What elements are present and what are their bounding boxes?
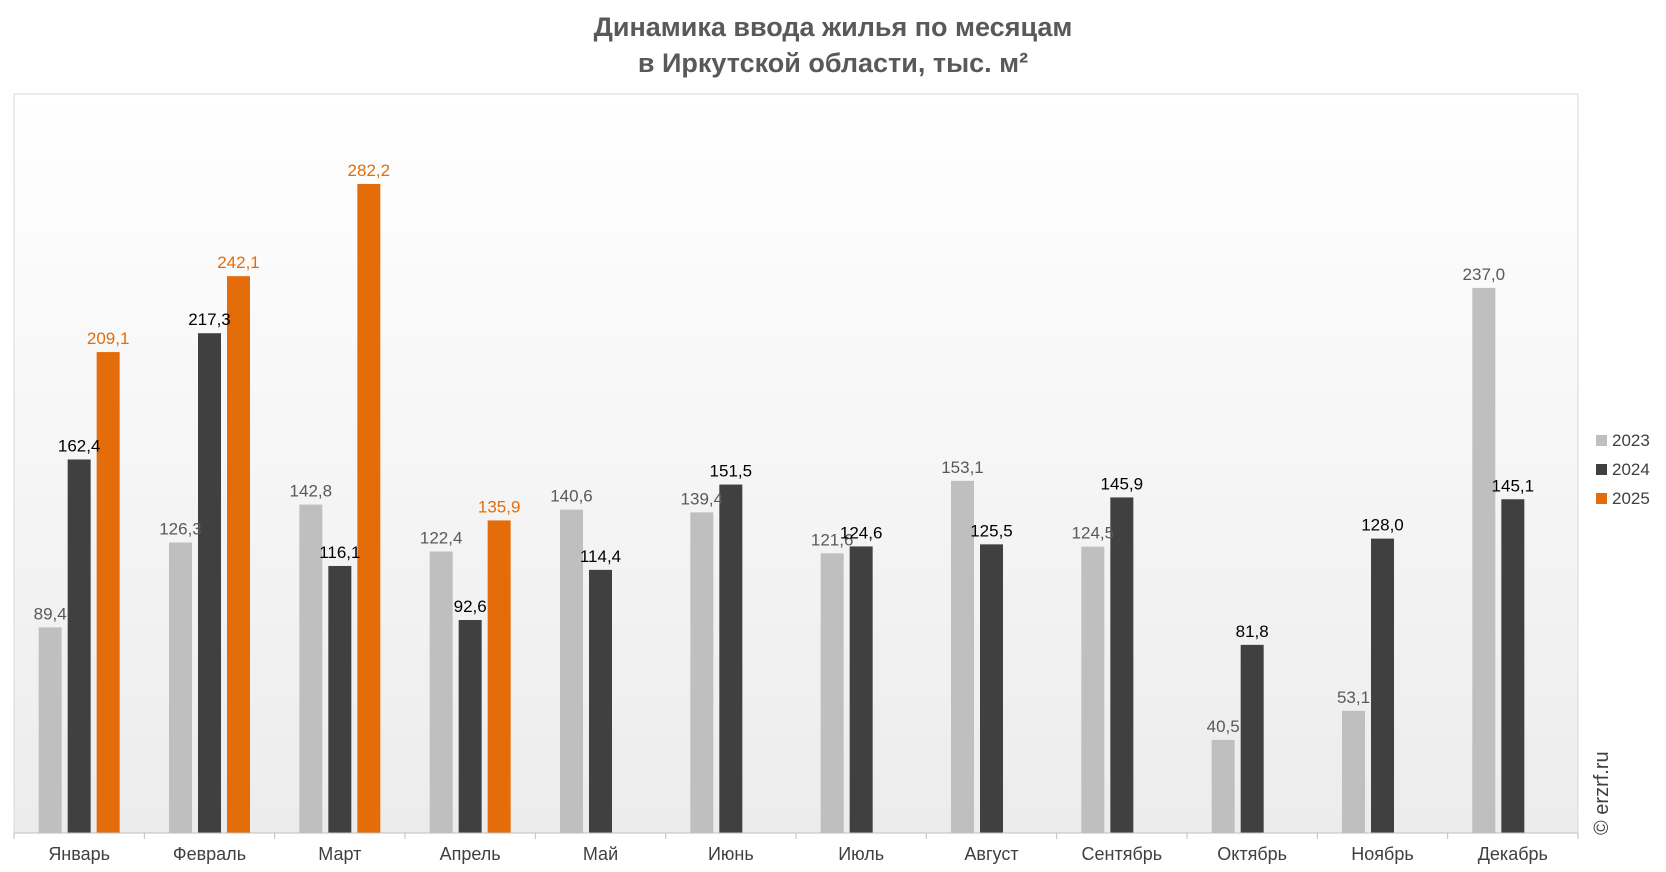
- data-label-2023: 139,4: [681, 489, 724, 508]
- x-tick-label: Август: [964, 844, 1018, 864]
- data-label-2024: 92,6: [454, 597, 487, 616]
- bar-2023: [169, 542, 192, 833]
- bar-2024: [198, 333, 221, 833]
- chart-title-line-1: Динамика ввода жилья по месяцам: [594, 12, 1073, 42]
- watermark: © erzrf.ru: [1591, 751, 1613, 835]
- bar-2024: [67, 459, 91, 833]
- x-tick-label: Октябрь: [1217, 844, 1287, 864]
- bar-2025: [487, 520, 511, 833]
- data-label-2024: 145,9: [1101, 474, 1144, 493]
- bar-2024: [589, 569, 612, 833]
- data-label-2025: 209,1: [87, 329, 130, 348]
- bars-group: [38, 183, 1525, 833]
- bar-2023: [299, 504, 323, 833]
- data-label-2023: 124,5: [1072, 524, 1115, 543]
- data-label-2024: 81,8: [1236, 622, 1269, 641]
- bar-2023: [951, 480, 974, 833]
- data-label-2024: 128,0: [1361, 516, 1404, 535]
- bar-2023: [1472, 287, 1496, 833]
- data-label-2025: 282,2: [348, 161, 391, 180]
- bar-2023: [429, 551, 453, 833]
- bar-2024: [1240, 644, 1264, 833]
- data-label-2023: 140,6: [550, 487, 593, 506]
- x-tick-label: Декабрь: [1478, 844, 1548, 864]
- data-label-2025: 242,1: [217, 253, 260, 272]
- x-tick-label: Май: [583, 844, 618, 864]
- data-label-2023: 40,5: [1207, 717, 1240, 736]
- data-label-2023: 121,6: [811, 530, 854, 549]
- bar-2024: [328, 565, 352, 833]
- x-tick-label: Июнь: [708, 844, 754, 864]
- legend-label-2024: 2024: [1612, 460, 1650, 479]
- x-tick-label: Январь: [48, 844, 110, 864]
- bar-2024: [458, 620, 482, 833]
- x-axis: Январь Февраль Март Апрель Май Июнь Июль Август…: [13, 832, 1579, 864]
- bar-2024: [980, 544, 1003, 833]
- legend-label-2023: 2023: [1612, 431, 1650, 450]
- legend: 2023 2024 2025: [1596, 431, 1650, 508]
- bar-2024: [1371, 538, 1394, 833]
- bar-2023: [690, 512, 714, 833]
- x-tick-label: Апрель: [440, 844, 501, 864]
- data-label-2023: 142,8: [290, 482, 333, 501]
- legend-swatch-2023: [1596, 435, 1607, 446]
- data-label-2023: 53,1: [1337, 688, 1370, 707]
- bar-2024: [1501, 499, 1525, 833]
- bar-2025: [357, 183, 381, 833]
- bar-2023: [560, 509, 583, 833]
- data-label-2024: 116,1: [319, 543, 360, 562]
- bar-2025: [96, 352, 120, 833]
- bar-2023: [1342, 710, 1365, 833]
- legend-swatch-2025: [1596, 493, 1607, 504]
- bar-2025: [227, 276, 250, 833]
- data-label-2023: 237,0: [1463, 265, 1506, 284]
- x-tick-label: Февраль: [173, 844, 246, 864]
- data-label-2024: 114,4: [580, 547, 621, 566]
- data-label-2025: 135,9: [478, 497, 521, 516]
- data-label-2024: 125,5: [970, 521, 1013, 540]
- bar-2024: [1110, 497, 1134, 833]
- data-label-2024: 124,6: [840, 523, 883, 542]
- bar-2024: [849, 546, 873, 833]
- legend-swatch-2024: [1596, 464, 1607, 475]
- bar-2024: [719, 484, 743, 833]
- bar-2023: [1081, 546, 1105, 833]
- data-label-2024: 145,1: [1492, 476, 1535, 495]
- x-tick-label: Сентябрь: [1082, 844, 1163, 864]
- legend-label-2025: 2025: [1612, 489, 1650, 508]
- bar-2023: [1211, 739, 1235, 833]
- x-tick-label: Июль: [838, 844, 884, 864]
- plot-area: [13, 93, 1579, 834]
- data-label-2024: 162,4: [58, 436, 101, 455]
- data-label-2023: 153,1: [941, 458, 984, 477]
- x-tick-label: Ноябрь: [1351, 844, 1413, 864]
- data-labels-group: 89,4 162,4 209,1 126,3 217,3 242,1 142,8 116,1 2…: [34, 161, 1534, 736]
- data-label-2023: 126,3: [159, 520, 202, 539]
- bar-2023: [38, 627, 62, 833]
- chart-title-line-2: в Иркутской области, тыс. м²: [638, 48, 1028, 78]
- data-label-2023: 89,4: [34, 604, 67, 623]
- data-label-2023: 122,4: [420, 528, 463, 547]
- data-label-2024: 217,3: [188, 310, 231, 329]
- bar-2023: [820, 553, 844, 833]
- data-label-2024: 151,5: [710, 462, 753, 481]
- x-tick-label: Март: [318, 844, 361, 864]
